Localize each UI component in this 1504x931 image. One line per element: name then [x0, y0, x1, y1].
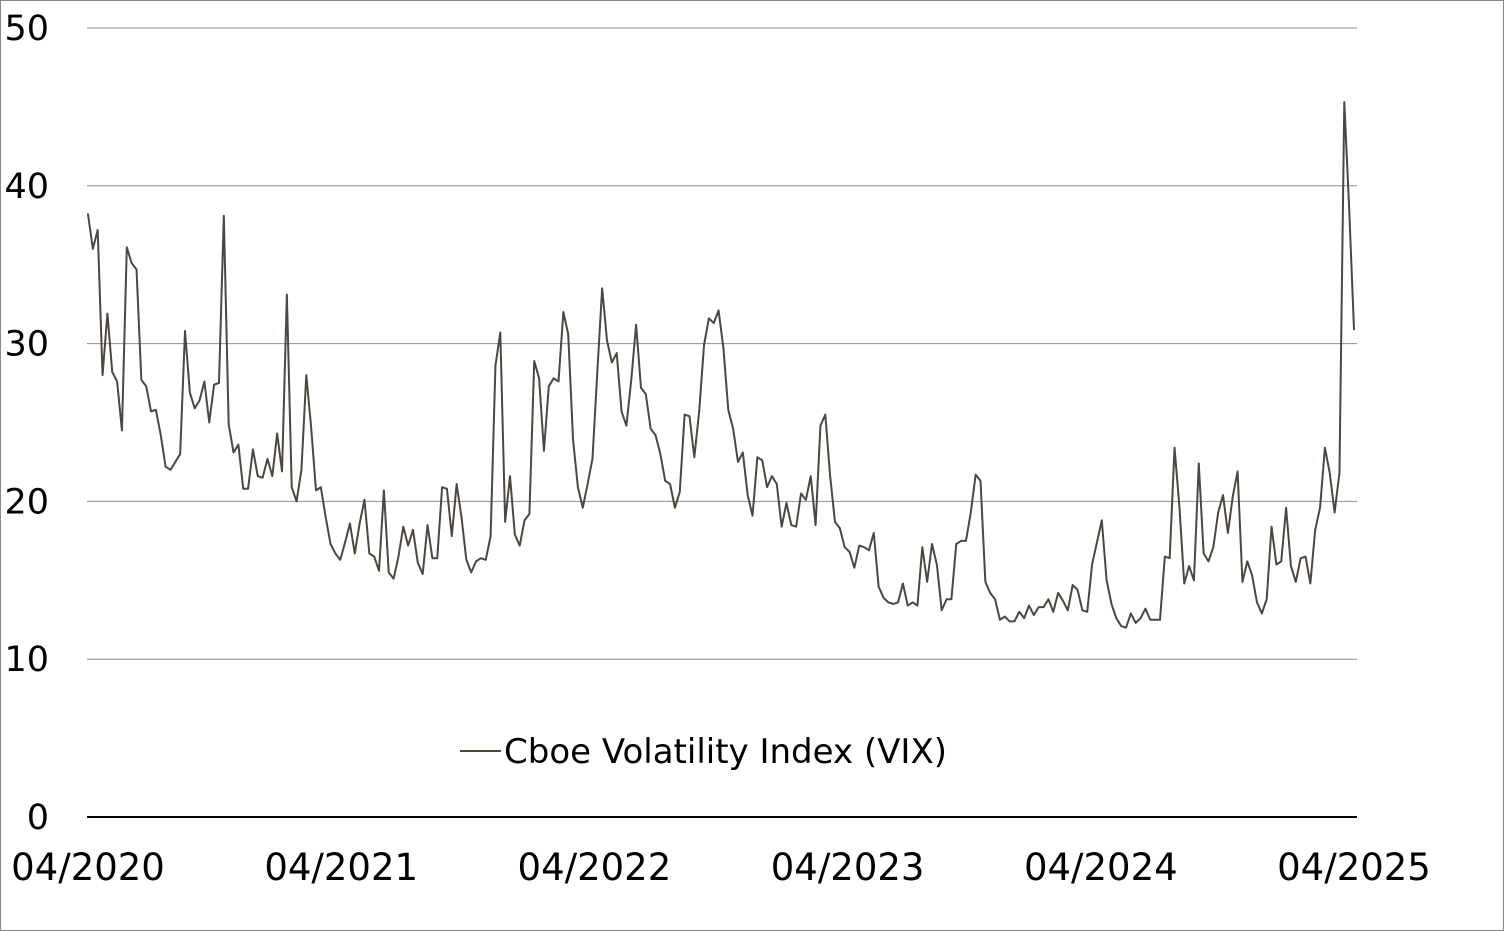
x-tick-label-0: 04/2020 [11, 846, 165, 889]
y-tick-label-20: 20 [4, 482, 49, 522]
y-tick-label-0: 0 [27, 798, 49, 838]
y-tick-label-10: 10 [4, 640, 49, 680]
x-tick-label-3: 04/2023 [771, 846, 925, 889]
y-tick-label-30: 30 [4, 325, 49, 365]
x-tick-label-5: 04/2025 [1277, 846, 1431, 889]
series-layer [87, 101, 1355, 629]
legend: Cboe Volatility Index (VIX) [460, 732, 947, 772]
y-tick-label-50: 50 [4, 9, 49, 49]
x-tick-label-1: 04/2021 [264, 846, 418, 889]
legend-label: Cboe Volatility Index (VIX) [504, 732, 947, 772]
x-tick-label-2: 04/2022 [518, 846, 672, 889]
series-line-vix [87, 101, 1355, 629]
y-axis-labels: 0 10 20 30 40 50 [4, 9, 49, 838]
x-axis-labels: 04/2020 04/2021 04/2022 04/2023 04/2024 04/20… [11, 846, 1431, 889]
x-tick-label-4: 04/2024 [1024, 846, 1178, 889]
y-tick-label-40: 40 [4, 167, 49, 207]
